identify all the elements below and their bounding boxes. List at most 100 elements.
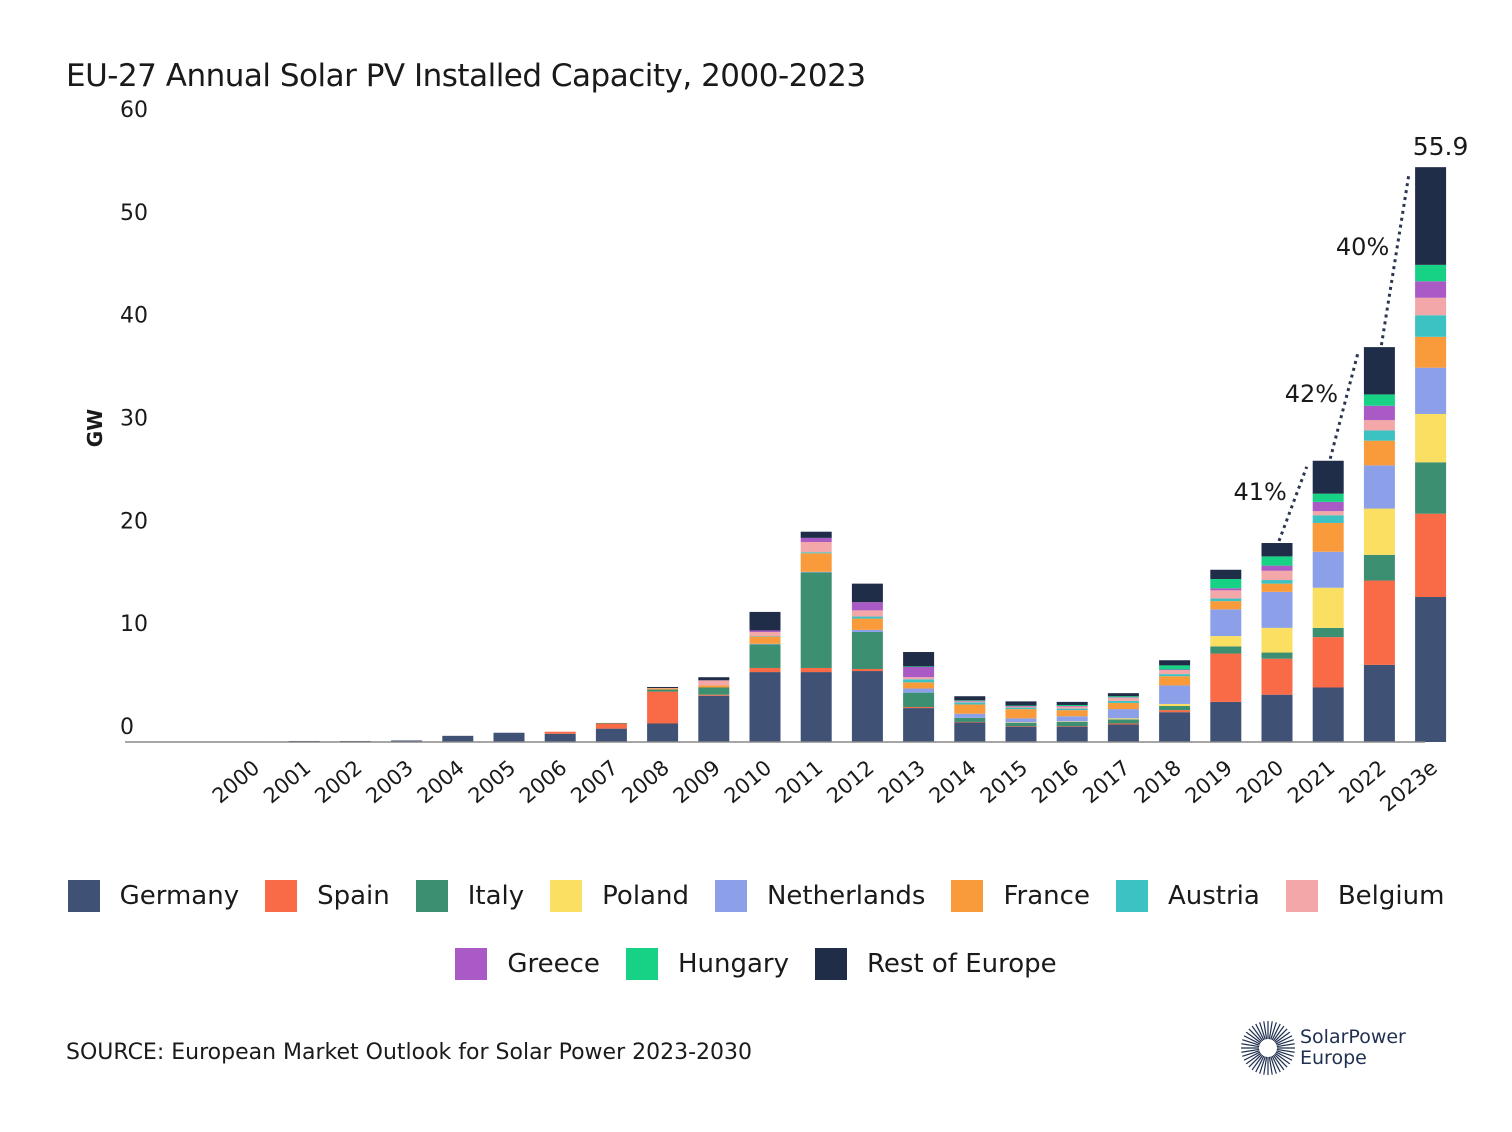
bar-segment <box>1005 718 1037 723</box>
y-tick-label: 40 <box>120 304 148 329</box>
bar-segment <box>1159 706 1191 711</box>
legend-swatch <box>550 880 583 912</box>
bars <box>237 167 1447 742</box>
bar-segment <box>1210 598 1242 602</box>
sun-ray <box>1271 1055 1281 1073</box>
x-tick-label: 2011 <box>771 755 827 808</box>
bar-segment <box>1056 706 1088 709</box>
sun-ray <box>1245 1052 1262 1065</box>
sun-ray <box>1268 1056 1273 1075</box>
logo-line-1: SolarPower <box>1300 1026 1406 1048</box>
bar-segment <box>1107 697 1139 698</box>
sun-ray <box>1255 1055 1265 1073</box>
bar-segment <box>647 688 679 690</box>
x-tick-label: 2002 <box>310 755 366 808</box>
x-tick-label: 2010 <box>720 755 776 808</box>
sun-ray <box>1251 1054 1264 1071</box>
x-tick-label: 2005 <box>464 755 520 808</box>
bar-segment <box>1159 660 1191 666</box>
bar-segment <box>903 679 935 683</box>
bar-segment <box>1210 701 1242 742</box>
y-axis-label: GW <box>83 409 107 447</box>
bar-segment <box>1107 724 1139 742</box>
bar-segment <box>1056 721 1088 727</box>
bar-segment <box>903 666 935 678</box>
bar-segment <box>1056 726 1088 727</box>
y-axis-ticks: 0 10 20 30 40 50 60 <box>120 98 148 740</box>
x-tick-label: 2003 <box>361 755 417 808</box>
sun-ray <box>1276 1050 1294 1057</box>
x-tick-label: 2015 <box>976 755 1032 808</box>
bar-segment <box>1312 515 1344 523</box>
bar-segment <box>1210 653 1242 702</box>
legend-swatch <box>1115 880 1148 912</box>
bar-segment <box>1261 543 1293 557</box>
legend-swatch <box>814 948 847 980</box>
legend-item: Hungary <box>625 948 789 980</box>
bar-segment <box>1056 716 1088 722</box>
bar-segment <box>903 652 935 667</box>
bar-segment <box>647 686 679 689</box>
legend-swatch <box>415 880 448 912</box>
bar-segment <box>1210 569 1242 580</box>
bar-segment <box>1363 440 1395 466</box>
bar-segment <box>1363 664 1395 742</box>
bar-segment <box>1210 579 1242 589</box>
bar-segment <box>1261 627 1293 653</box>
bar-segment <box>851 610 883 617</box>
bar-segment <box>1107 697 1139 701</box>
sun-ray <box>1276 1043 1295 1048</box>
bar-segment <box>1312 627 1344 638</box>
sun-ray <box>1275 1051 1293 1061</box>
bar-segment <box>1159 685 1191 704</box>
sun-ray <box>1273 1028 1288 1043</box>
bar-segment <box>851 583 883 603</box>
bar-segment <box>1312 637 1344 688</box>
bar-segment <box>1005 707 1037 710</box>
bar-segment <box>851 616 883 619</box>
growth-label: 41% <box>1234 478 1287 506</box>
sun-ray <box>1259 1022 1266 1040</box>
source-note: SOURCE: European Market Outlook for Sola… <box>66 1040 753 1065</box>
bar-segment <box>1056 708 1088 711</box>
legend-label: Spain <box>317 881 390 911</box>
bar-segment <box>647 691 679 724</box>
growth-annotations: 41% 42% 40% 55.9 <box>1234 132 1469 542</box>
sun-ray <box>1276 1048 1295 1053</box>
logo-line-2: Europe <box>1300 1047 1367 1069</box>
bar-segment <box>1363 405 1395 421</box>
bar-segment <box>1056 721 1088 722</box>
x-axis-ticks: 2000200120022003200420052006200720082009… <box>208 755 1442 816</box>
legend-item: Italy <box>415 880 524 912</box>
bar-segment <box>954 702 986 705</box>
bar-segment <box>1415 315 1447 337</box>
bar-segment <box>800 553 832 572</box>
bar-segment <box>800 667 832 673</box>
bar-segment <box>954 704 986 714</box>
bar-segment <box>749 672 781 742</box>
bar-segment <box>1415 367 1447 414</box>
x-tick-label: 2001 <box>259 755 315 808</box>
sun-ray <box>1272 1054 1285 1071</box>
sun-ray <box>1248 1053 1263 1068</box>
legend-swatch <box>265 880 298 912</box>
legend-swatch <box>455 948 488 980</box>
bar-segment <box>391 740 423 742</box>
bar-segment <box>1210 601 1242 610</box>
bar-segment <box>1210 590 1242 599</box>
x-tick-label: 2016 <box>1027 755 1083 808</box>
sun-ray <box>1270 1056 1277 1074</box>
x-tick-label: 2009 <box>669 755 725 808</box>
bar-segment <box>954 696 986 701</box>
bar-segment <box>1415 413 1447 463</box>
bar-segment <box>749 643 781 645</box>
y-tick-label: 0 <box>120 715 134 740</box>
legend-swatch <box>625 948 658 980</box>
bar-segment <box>1107 719 1139 724</box>
bar-segment <box>1159 665 1191 670</box>
bar-segment <box>1005 722 1037 723</box>
bar-segment <box>1312 511 1344 516</box>
total-label: 55.9 <box>1413 132 1469 161</box>
sun-ray <box>1251 1025 1264 1042</box>
